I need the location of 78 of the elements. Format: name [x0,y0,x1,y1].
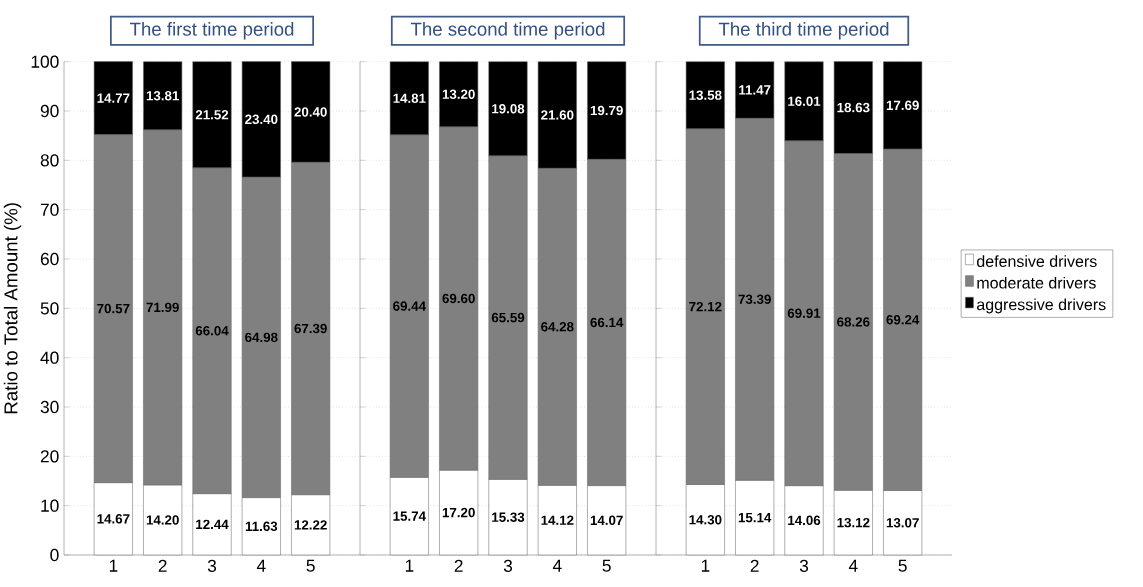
data-label: 13.58 [689,90,722,100]
y-tick-label: 0 [50,548,59,562]
y-tick-label: 100 [31,55,59,68]
data-label: 18.63 [837,102,870,113]
data-label: 69.91 [787,308,821,318]
data-label: 14.67 [97,514,130,524]
data-label: 14.20 [146,515,179,525]
x-tick-label: 3 [799,559,809,572]
data-label: 15.14 [738,513,772,523]
y-tick-label: 80 [40,154,59,167]
y-tick-label: 70 [40,203,59,216]
x-tick-label: 3 [207,559,217,572]
data-label: 14.12 [541,515,574,525]
x-tick-label: 4 [848,559,858,572]
x-tick-label: 4 [256,559,266,572]
data-label: 14.06 [788,515,821,526]
data-label: 69.60 [442,293,475,304]
x-tick-label: 2 [750,559,759,572]
x-tick-label: 5 [306,559,315,572]
data-label: 65.59 [491,312,525,323]
data-label: 70.57 [97,303,130,314]
data-label: 23.40 [245,114,278,125]
data-label: 19.79 [590,105,623,116]
data-label: 64.98 [245,332,278,343]
legend-label: aggressive drivers [977,298,1106,314]
data-label: 72.12 [689,301,722,312]
data-label: 68.26 [837,317,870,327]
data-label: 13.81 [146,91,179,101]
x-tick-label: 1 [701,559,710,572]
data-label: 15.74 [393,511,426,521]
data-label: 14.77 [97,93,130,103]
y-tick-label: 10 [41,499,59,512]
data-label: 13.07 [886,518,919,528]
chart-title: The second time period [410,22,605,40]
legend-label: defensive drivers [977,255,1097,268]
y-tick-label: 60 [40,252,59,266]
chart-title: The first time period [129,22,294,40]
data-label: 13.12 [837,517,870,528]
y-tick-label: 90 [40,104,59,118]
data-label: 69.24 [886,315,920,325]
data-label: 15.33 [492,512,525,522]
x-tick-label: 1 [405,559,414,572]
data-label: 66.04 [195,326,229,336]
x-tick-label: 5 [898,559,907,572]
data-label: 12.44 [196,519,229,529]
x-tick-label: 2 [454,559,463,572]
x-tick-label: 3 [503,559,513,572]
x-tick-label: 5 [602,559,611,572]
chart-title: The third time period [718,22,889,40]
data-label: 73.39 [738,294,771,305]
data-label: 71.99 [146,302,179,313]
data-label: 69.44 [393,301,426,311]
data-label: 13.20 [442,89,475,99]
y-tick-label: 40 [40,351,59,364]
x-tick-label: 2 [158,559,167,572]
legend-label: moderate drivers [977,276,1096,289]
data-label: 66.14 [590,317,624,328]
data-label: 16.01 [788,96,821,106]
data-label: 21.52 [195,110,229,120]
y-axis-title: Ratio to Total Amount (%) [3,203,22,414]
data-label: 12.22 [294,520,327,530]
data-label: 14.30 [689,515,722,525]
data-label: 64.28 [541,322,574,332]
data-label: 19.08 [492,104,525,114]
y-tick-label: 20 [40,450,59,463]
x-tick-label: 1 [109,559,118,572]
data-label: 14.07 [590,515,623,526]
y-tick-label: 50 [40,302,59,315]
data-label: 14.81 [393,93,426,103]
y-tick-label: 30 [40,400,59,414]
data-label: 21.60 [541,110,574,120]
data-label: 67.39 [294,323,327,334]
data-label: 17.69 [886,100,919,111]
data-label: 11.47 [739,85,771,95]
x-tick-label: 4 [552,559,562,572]
data-label: 17.20 [442,507,475,518]
data-label: 11.63 [245,521,278,532]
data-label: 20.40 [294,107,327,117]
